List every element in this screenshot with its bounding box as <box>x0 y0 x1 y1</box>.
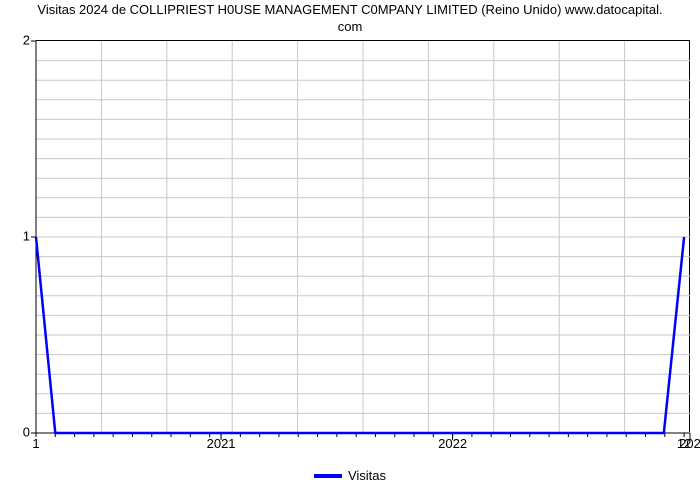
x-major-label: 2021 <box>207 436 236 451</box>
y-tick-label: 2 <box>4 33 30 48</box>
plot-svg <box>36 41 690 433</box>
y-tick-label: 0 <box>4 425 30 440</box>
x-major-label: 2022 <box>438 436 467 451</box>
legend-swatch <box>314 474 342 478</box>
legend-label: Visitas <box>348 468 386 483</box>
x-major-label: 202 <box>679 436 700 451</box>
title-line-1: Visitas 2024 de COLLIPRIEST H0USE MANAGE… <box>37 2 662 17</box>
chart-container: Visitas 2024 de COLLIPRIEST H0USE MANAGE… <box>0 0 700 500</box>
x-label-start: 1 <box>32 436 39 451</box>
chart-title: Visitas 2024 de COLLIPRIEST H0USE MANAGE… <box>0 2 700 36</box>
plot-area <box>36 40 690 432</box>
title-line-2: com <box>338 19 363 34</box>
y-tick-label: 1 <box>4 229 30 244</box>
legend: Visitas <box>0 468 700 483</box>
